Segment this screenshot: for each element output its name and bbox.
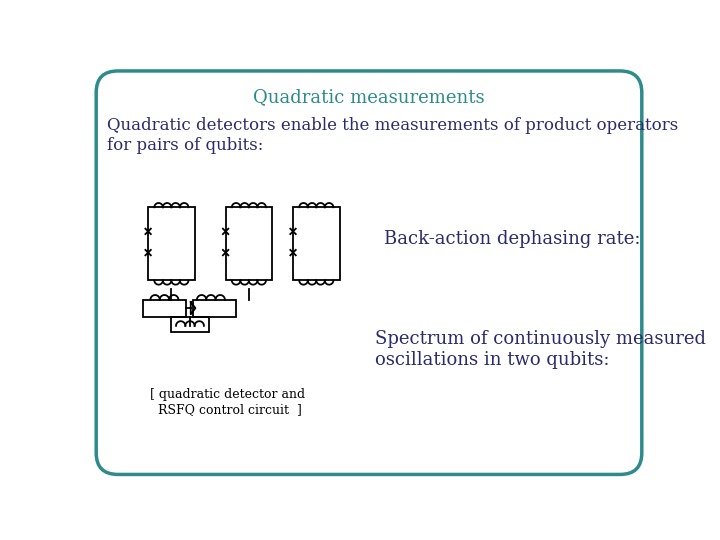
Bar — [143, 300, 186, 316]
Bar — [171, 316, 210, 332]
Text: Quadratic detectors enable the measurements of product operators
for pairs of qu: Quadratic detectors enable the measureme… — [107, 117, 678, 154]
Bar — [148, 207, 194, 280]
Bar — [293, 207, 340, 280]
Bar — [193, 300, 236, 316]
Text: Back-action dephasing rate:: Back-action dephasing rate: — [384, 231, 641, 248]
Text: Quadratic measurements: Quadratic measurements — [253, 88, 485, 106]
Bar — [225, 207, 272, 280]
FancyBboxPatch shape — [96, 71, 642, 475]
Text: [ quadratic detector and
  RSFQ control circuit  ]: [ quadratic detector and RSFQ control ci… — [150, 388, 305, 416]
Text: Spectrum of continuously measured
oscillations in two qubits:: Spectrum of continuously measured oscill… — [375, 330, 706, 369]
